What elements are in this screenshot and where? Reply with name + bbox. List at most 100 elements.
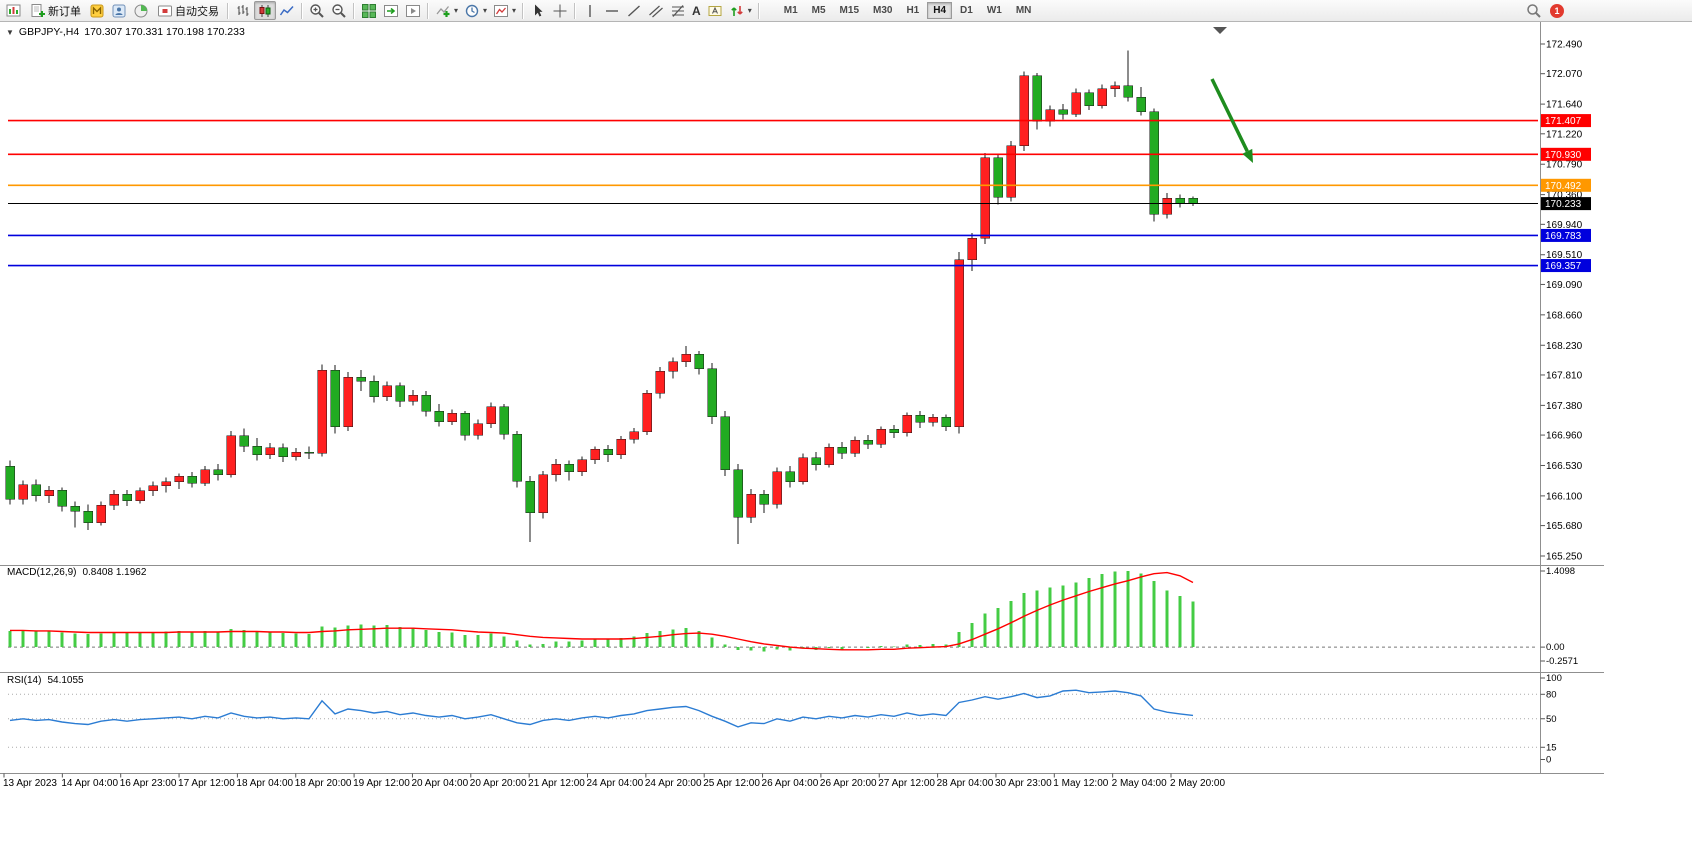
timeframe-H1[interactable]: H1 [900, 2, 925, 19]
line-chart-icon [279, 5, 294, 15]
search-button[interactable] [1523, 1, 1545, 20]
chevron-down-icon: ▾ [483, 6, 488, 15]
metaeditor-icon [90, 4, 104, 17]
indicators-button[interactable]: ▾ [432, 1, 461, 20]
channel-button[interactable] [645, 1, 667, 20]
svg-text:169.510: 169.510 [1546, 250, 1583, 261]
svg-text:171.407: 171.407 [1545, 116, 1582, 127]
macd-label: MACD(12,26,9) 0.8408 1.1962 [7, 567, 146, 578]
text-label-button[interactable] [704, 1, 726, 20]
trendline-button[interactable] [623, 1, 645, 20]
text-icon: A [692, 3, 701, 18]
toolbar-right-group: 1 [1523, 1, 1564, 20]
svg-text:27 Apr 12:00: 27 Apr 12:00 [878, 778, 935, 789]
fibonacci-button[interactable] [667, 1, 689, 20]
fibonacci-icon [672, 4, 685, 17]
market-button[interactable] [130, 1, 152, 20]
autotrading-button[interactable]: 自动交易 [152, 1, 224, 20]
svg-text:24 Apr 20:00: 24 Apr 20:00 [645, 778, 702, 789]
timeframe-M15[interactable]: M15 [834, 2, 865, 19]
svg-text:20 Apr 20:00: 20 Apr 20:00 [470, 778, 527, 789]
svg-text:172.070: 172.070 [1546, 69, 1583, 80]
periods-button[interactable]: ▾ [461, 1, 490, 20]
svg-text:80: 80 [1546, 689, 1557, 700]
svg-text:2 May 20:00: 2 May 20:00 [1170, 778, 1225, 789]
chart-shift-button[interactable] [402, 1, 424, 20]
toolbar-separator [574, 2, 577, 19]
timeframe-H4[interactable]: H4 [927, 2, 953, 19]
svg-text:170.233: 170.233 [1545, 199, 1582, 210]
zoom-in-button[interactable] [306, 1, 328, 20]
new-order-label: 新订单 [48, 5, 81, 18]
chart-shift-marker[interactable] [1213, 27, 1227, 34]
macd-axis: 1.4098 0.00 -0.2571 [1540, 566, 1578, 667]
svg-text:167.380: 167.380 [1546, 401, 1583, 412]
svg-text:169.357: 169.357 [1545, 261, 1582, 272]
metaeditor-button[interactable] [86, 1, 108, 20]
templates-button[interactable]: ▾ [490, 1, 519, 20]
svg-text:170.360: 170.360 [1546, 190, 1583, 201]
macd-values: 0.8408 1.1962 [82, 567, 147, 578]
macd-signal-line [10, 571, 1194, 651]
svg-text:25 Apr 12:00: 25 Apr 12:00 [703, 778, 760, 789]
timeframe-D1[interactable]: D1 [954, 2, 979, 19]
svg-text:-0.2571: -0.2571 [1546, 656, 1578, 667]
toolbar-separator [227, 2, 229, 19]
rsi-value: 54.1055 [47, 675, 84, 686]
svg-text:166.960: 166.960 [1546, 431, 1583, 442]
macd-name: MACD(12,26,9) [7, 567, 77, 578]
timeframe-MN[interactable]: MN [1010, 2, 1038, 19]
candlestick-button[interactable] [254, 1, 276, 20]
svg-text:26 Apr 04:00: 26 Apr 04:00 [762, 778, 819, 789]
timeframe-M30[interactable]: M30 [867, 2, 898, 19]
arrows-button[interactable]: ▾ [726, 1, 755, 20]
price-axis: 172.490 172.070 171.640 171.220 170.790 170.3… [1540, 40, 1583, 563]
level-lines[interactable]: 171.407 170.930 170.492 169.783 169.357 [8, 114, 1591, 273]
horizontal-line-button[interactable] [601, 1, 623, 20]
zoom-out-icon [332, 3, 346, 18]
auto-scroll-icon [384, 4, 398, 17]
pane-separators[interactable] [0, 565, 1604, 774]
svg-text:13 Apr 2023: 13 Apr 2023 [3, 778, 57, 789]
toolbar-separator [301, 2, 303, 19]
svg-text:24 Apr 04:00: 24 Apr 04:00 [587, 778, 644, 789]
new-chart-button[interactable] [3, 1, 25, 20]
text-button[interactable]: A [689, 1, 704, 20]
auto-scroll-button[interactable] [380, 1, 402, 20]
svg-text:26 Apr 20:00: 26 Apr 20:00 [820, 778, 877, 789]
notification-badge[interactable]: 1 [1550, 3, 1564, 18]
main-toolbar: 新订单 自动交易 ▾ [0, 0, 1692, 22]
channel-icon [649, 5, 663, 17]
cursor-button[interactable] [527, 1, 549, 20]
chevron-down-icon: ▾ [454, 6, 459, 15]
bar-chart-icon [237, 4, 249, 16]
crosshair-button[interactable] [549, 1, 571, 20]
profiles-button[interactable] [108, 1, 130, 20]
timeframe-M5[interactable]: M5 [806, 2, 832, 19]
indicators-icon [436, 5, 450, 17]
horizontal-line-icon [606, 9, 619, 12]
timeframe-W1[interactable]: W1 [981, 2, 1008, 19]
new-order-button[interactable]: 新订单 [25, 1, 86, 20]
svg-text:169.090: 169.090 [1546, 280, 1583, 291]
svg-text:18 Apr 20:00: 18 Apr 20:00 [295, 778, 352, 789]
candles [5, 50, 1198, 544]
svg-text:1 May 12:00: 1 May 12:00 [1053, 778, 1108, 789]
svg-text:170.492: 170.492 [1545, 181, 1582, 192]
tile-windows-button[interactable] [358, 1, 380, 20]
chart-collapse-icon[interactable]: ▼ [6, 27, 14, 37]
svg-text:20 Apr 04:00: 20 Apr 04:00 [411, 778, 468, 789]
svg-text:0.00: 0.00 [1546, 642, 1565, 653]
zoom-out-button[interactable] [328, 1, 350, 20]
line-chart-button[interactable] [276, 1, 298, 20]
arrow-annotation[interactable] [1210, 78, 1249, 153]
bar-chart-button[interactable] [232, 1, 254, 20]
timeframe-M1[interactable]: M1 [778, 2, 804, 19]
svg-text:165.250: 165.250 [1546, 552, 1583, 563]
svg-text:2 May 04:00: 2 May 04:00 [1112, 778, 1167, 789]
svg-text:166.530: 166.530 [1546, 461, 1583, 472]
chart-ohlc-values: 170.307 170.331 170.198 170.233 [84, 26, 245, 38]
svg-text:100: 100 [1546, 673, 1562, 684]
vertical-line-button[interactable] [579, 1, 601, 20]
